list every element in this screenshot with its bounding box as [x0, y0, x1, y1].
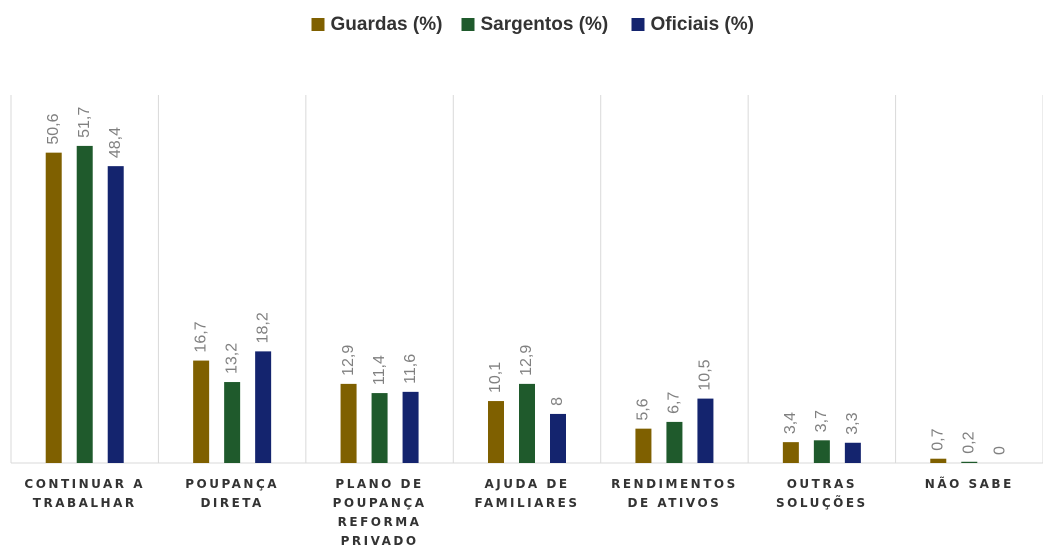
legend-swatch [311, 18, 325, 31]
bar [813, 440, 830, 463]
value-label: 5,6 [635, 398, 652, 420]
bar [255, 351, 272, 463]
x-tick-label-box: POUPANÇA DIRETA [185, 477, 280, 510]
bar [697, 398, 714, 463]
x-tick-label: CONTINUAR A TRABALHAR [24, 477, 146, 510]
bar [550, 413, 566, 463]
value-label: 3,3 [844, 412, 861, 434]
bar [635, 428, 652, 463]
bar [782, 442, 799, 463]
value-label: 16,7 [192, 321, 209, 352]
value-label: 3,7 [813, 410, 830, 432]
value-label: 11,4 [371, 355, 388, 385]
legend-label: Sargentos (%) [481, 14, 609, 35]
value-label: 10,1 [487, 362, 504, 393]
x-tick-label: AJUDA DE FAMILIARES [474, 477, 580, 510]
value-label: 3,4 [782, 412, 799, 434]
x-tick-label: RENDIMENTOS DE ATIVOS [611, 477, 738, 510]
value-label: 51,7 [76, 107, 93, 138]
bar [844, 442, 861, 463]
legend-label: Oficiais (%) [651, 14, 754, 35]
x-tick-label-box: RENDIMENTOS DE ATIVOS [611, 477, 738, 510]
bar [45, 152, 62, 464]
bar [340, 383, 357, 463]
legend-swatch [461, 18, 475, 31]
value-label: 8 [549, 397, 566, 406]
x-tick-label-box: PLANO DE POUPANÇA REFORMA PRIVADO [332, 477, 427, 548]
legend-swatch [631, 18, 645, 31]
x-tick-label: POUPANÇA DIRETA [185, 477, 280, 510]
bar [930, 458, 947, 463]
x-tick-label: OUTRAS SOLUÇÕES [776, 477, 868, 510]
bar [107, 166, 124, 463]
value-label: 12,9 [518, 345, 535, 376]
bar [193, 360, 210, 463]
bar [488, 401, 504, 463]
x-tick-label-box: NÃO SABE [924, 477, 1014, 491]
bar [666, 421, 683, 463]
bar [402, 391, 419, 463]
x-tick-label-box: OUTRAS SOLUÇÕES [776, 477, 868, 510]
value-label: 12,9 [340, 345, 357, 376]
value-label: 13,2 [223, 343, 240, 374]
x-tick-label-box: AJUDA DE FAMILIARES [474, 477, 580, 510]
value-label: 0 [992, 446, 1009, 455]
bar [961, 461, 978, 463]
bar [519, 383, 535, 463]
value-label: 18,2 [254, 312, 271, 343]
bar [76, 145, 93, 463]
value-label: 11,6 [402, 354, 419, 384]
x-tick-label-box: CONTINUAR A TRABALHAR [24, 477, 146, 510]
value-label: 48,4 [107, 127, 124, 158]
value-label: 0,2 [961, 431, 978, 453]
x-tick-label: NÃO SABE [924, 477, 1014, 491]
value-label: 0,7 [930, 428, 947, 450]
bar [224, 382, 241, 463]
legend-label: Guardas (%) [331, 14, 443, 35]
value-label: 10,5 [697, 359, 714, 390]
bar [371, 393, 388, 463]
value-label: 50,6 [45, 113, 62, 144]
value-label: 6,7 [666, 392, 683, 414]
x-tick-label: PLANO DE POUPANÇA REFORMA PRIVADO [332, 477, 427, 548]
